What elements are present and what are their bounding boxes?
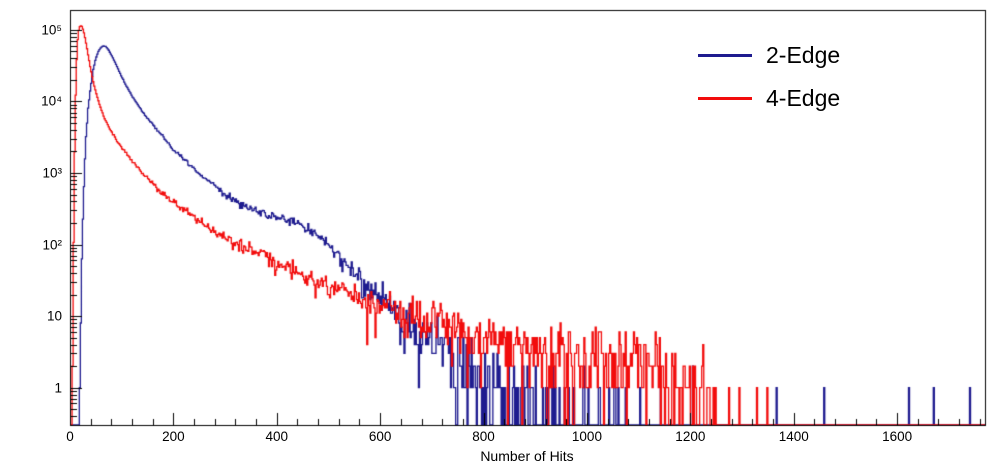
y-tick-label: 10 bbox=[46, 308, 62, 324]
y-tick-label: 10³ bbox=[42, 165, 62, 181]
x-tick-label: 1000 bbox=[571, 429, 602, 444]
legend-line-2edge-icon bbox=[698, 54, 752, 57]
x-tick-label: 600 bbox=[368, 429, 392, 444]
x-tick-label: 1200 bbox=[675, 429, 706, 444]
legend-entry-2edge: 2-Edge bbox=[698, 34, 840, 77]
x-tick-label: 800 bbox=[472, 429, 495, 444]
x-tick-label: 1600 bbox=[882, 429, 913, 444]
y-tick-label: 10⁵ bbox=[41, 22, 62, 38]
legend: 2-Edge 4-Edge bbox=[698, 34, 840, 120]
x-tick-label: 400 bbox=[265, 429, 289, 444]
legend-line-4edge-icon bbox=[698, 97, 752, 100]
legend-label-2edge: 2-Edge bbox=[766, 42, 841, 68]
y-tick-label: 10² bbox=[42, 236, 62, 252]
x-tick-label: 200 bbox=[162, 429, 185, 444]
legend-entry-4edge: 4-Edge bbox=[698, 77, 840, 120]
y-tick-label: 10⁴ bbox=[41, 93, 62, 109]
y-tick-label: 1 bbox=[54, 379, 62, 395]
x-tick-label: 1400 bbox=[778, 429, 809, 444]
x-axis-title: Number of Hits bbox=[480, 448, 574, 464]
legend-label-4edge: 4-Edge bbox=[766, 85, 841, 111]
x-tick-label: 0 bbox=[66, 429, 74, 444]
